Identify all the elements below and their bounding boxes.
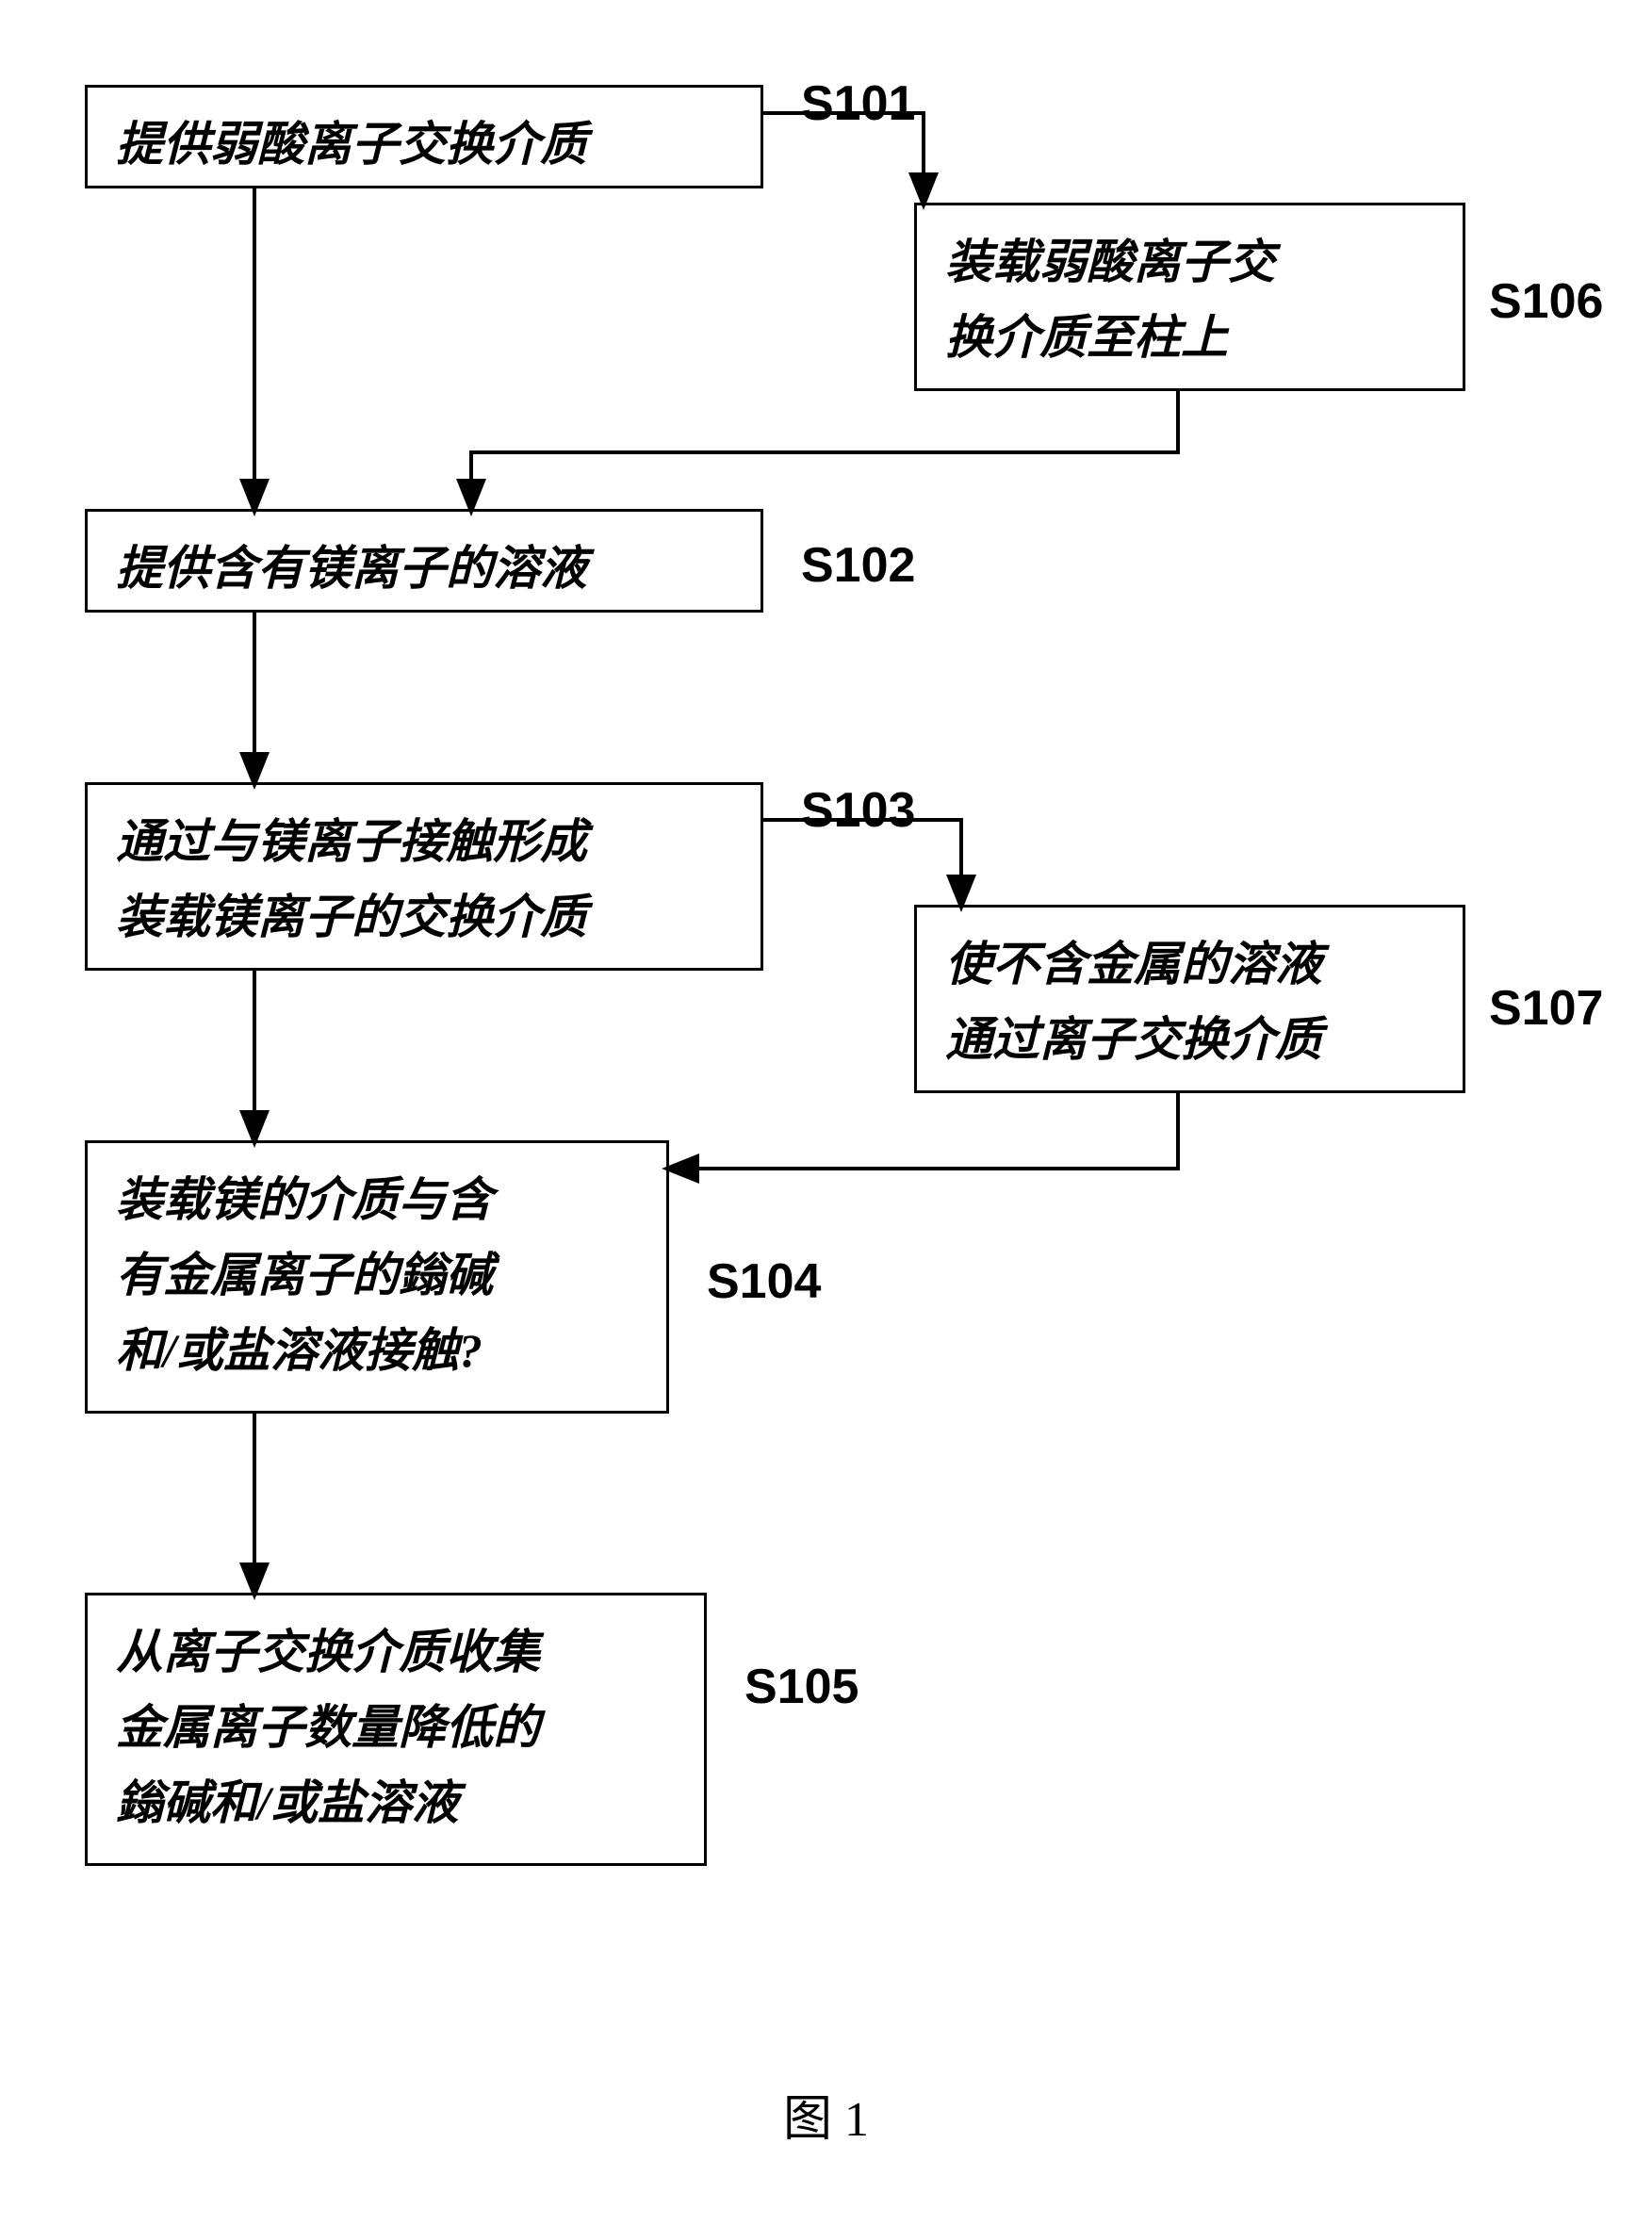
node-text-line2: 有金属离子的鎓碱 [116, 1249, 493, 1301]
node-text-line1: 装载弱酸离子交 [945, 236, 1275, 288]
flowchart-node-s102: 提供含有镁离子的溶液 [85, 509, 763, 613]
step-label-s102: S102 [801, 537, 915, 594]
flowchart-container: 提供弱酸离子交换介质 S101 装载弱酸离子交 换介质至柱上 S106 提供含有… [0, 0, 1652, 2225]
step-label-s103: S103 [801, 782, 915, 839]
node-text: 提供弱酸离子交换介质 [116, 118, 587, 171]
node-text-line1: 从离子交换介质收集 [116, 1626, 540, 1678]
node-text-line2: 换介质至柱上 [945, 311, 1228, 364]
flowchart-node-s107: 使不含金属的溶液 通过离子交换介质 [914, 905, 1465, 1093]
node-text-line3: 和/或盐溶液接触? [116, 1324, 483, 1377]
flowchart-node-s103: 通过与镁离子接触形成 装载镁离子的交换介质 [85, 782, 763, 971]
step-label-s104: S104 [707, 1253, 821, 1310]
flowchart-node-s101: 提供弱酸离子交换介质 [85, 85, 763, 188]
node-text-line2: 通过离子交换介质 [945, 1013, 1322, 1066]
node-text-line2: 金属离子数量降低的 [116, 1701, 540, 1754]
node-text-line1: 使不含金属的溶液 [945, 938, 1322, 990]
node-text-line3: 鎓碱和/或盐溶液 [116, 1776, 459, 1829]
step-label-s107: S107 [1489, 980, 1603, 1037]
step-label-s101: S101 [801, 75, 915, 132]
node-text-line1: 通过与镁离子接触形成 [116, 815, 587, 868]
node-text: 提供含有镁离子的溶液 [116, 542, 587, 595]
step-label-s105: S105 [744, 1659, 859, 1715]
flowchart-node-s105: 从离子交换介质收集 金属离子数量降低的 鎓碱和/或盐溶液 [85, 1593, 707, 1866]
step-label-s106: S106 [1489, 273, 1603, 330]
node-text-line2: 装载镁离子的交换介质 [116, 891, 587, 943]
node-text-line1: 装载镁的介质与含 [116, 1173, 493, 1226]
flowchart-node-s104: 装载镁的介质与含 有金属离子的鎓碱 和/或盐溶液接触? [85, 1140, 669, 1414]
figure-label: 图 1 [783, 2079, 869, 2150]
flowchart-node-s106: 装载弱酸离子交 换介质至柱上 [914, 203, 1465, 391]
